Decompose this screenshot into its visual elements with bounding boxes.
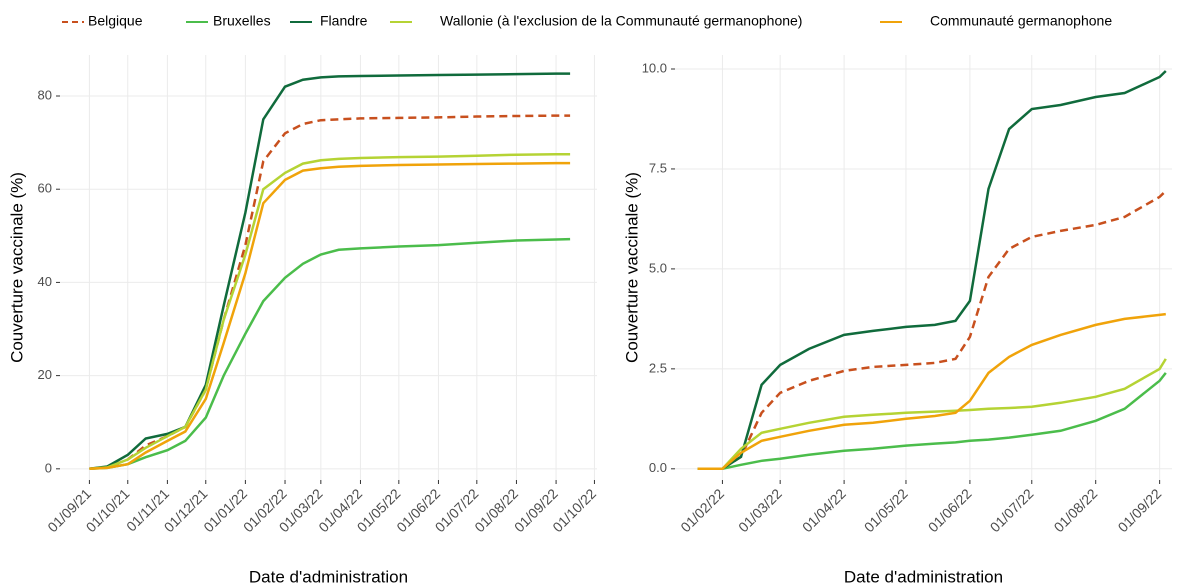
y-axis-title: Couverture vaccinale (%)	[622, 172, 641, 363]
y-axis-title: Couverture vaccinale (%)	[7, 172, 26, 363]
y-tick-label: 20	[38, 367, 52, 382]
y-tick-label: 60	[38, 181, 52, 196]
series-line	[89, 72, 571, 471]
series-line	[697, 372, 1167, 471]
series-line	[697, 70, 1167, 471]
y-tick-label: 40	[38, 274, 52, 289]
x-tick-label: 01/07/22	[987, 485, 1037, 535]
legend-label: Communauté germanophone	[930, 13, 1112, 29]
legend-label: Bruxelles	[213, 13, 271, 29]
series-line	[697, 358, 1167, 471]
series-line	[697, 312, 1166, 471]
y-tick-label: 2.5	[649, 360, 667, 375]
series-line	[89, 114, 571, 471]
series-line	[89, 161, 571, 471]
series-line	[89, 153, 571, 471]
series-line	[89, 237, 571, 471]
x-axis-title: Date d'administration	[844, 567, 1003, 586]
y-tick-label: 80	[38, 87, 52, 102]
x-tick-label: 01/05/22	[861, 485, 911, 535]
x-tick-label: 01/03/22	[735, 485, 785, 535]
x-tick-label: 01/06/22	[925, 485, 975, 535]
y-tick-label: 0.0	[649, 460, 667, 475]
y-tick-label: 0	[45, 460, 52, 475]
x-tick-label: 01/02/22	[677, 485, 727, 535]
series-line	[697, 190, 1167, 471]
legend-label: Flandre	[320, 13, 368, 29]
x-tick-label: 01/04/22	[799, 485, 849, 535]
y-tick-label: 7.5	[649, 160, 667, 175]
x-axis-title: Date d'administration	[249, 567, 408, 586]
x-tick-label: 01/08/22	[1051, 485, 1101, 535]
y-tick-label: 5.0	[649, 260, 667, 275]
legend-label: Wallonie (à l'exclusion de la Communauté…	[440, 13, 802, 29]
x-tick-label: 01/09/22	[1115, 485, 1165, 535]
y-tick-label: 10.0	[642, 60, 667, 75]
legend: Belgique Bruxelles Flandre Wallonie (à l'ex…	[62, 13, 1112, 29]
legend-label: Belgique	[88, 13, 143, 29]
